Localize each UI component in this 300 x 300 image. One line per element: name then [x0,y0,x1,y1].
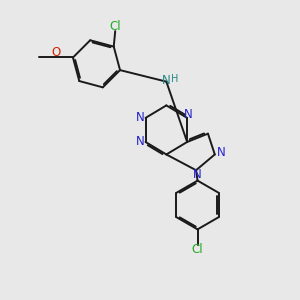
Text: O: O [51,46,60,59]
Text: N: N [136,111,145,124]
Text: N: N [136,136,145,148]
Text: Cl: Cl [110,20,121,33]
Text: N: N [184,108,192,121]
Text: H: H [171,74,178,84]
Text: Cl: Cl [192,243,203,256]
Text: N: N [217,146,226,160]
Text: N: N [193,168,201,181]
Text: N: N [162,74,171,87]
